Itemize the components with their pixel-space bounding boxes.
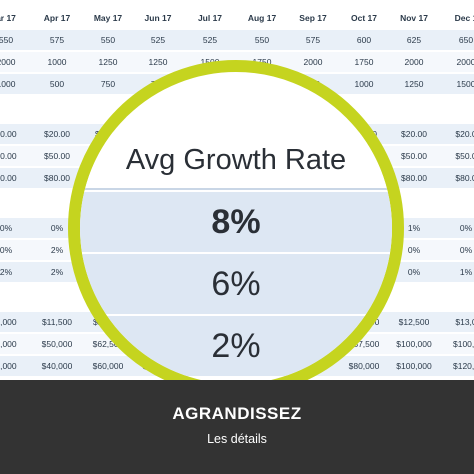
table-cell: 1%: [407, 223, 421, 233]
table-cell: 1000: [0, 79, 16, 89]
month-header: Apr 17: [43, 13, 71, 23]
table-cell: $40,000: [41, 361, 73, 371]
table-cell: 50.00: [0, 151, 17, 161]
month-header: Oct 17: [351, 13, 377, 23]
table-cell: $80.00: [401, 173, 427, 183]
table-cell: 1750: [354, 57, 374, 67]
table-cell: 575: [305, 35, 321, 45]
table-cell: 750: [100, 79, 116, 89]
table-cell: $50.0: [455, 151, 474, 161]
table-cell: 0,000: [0, 339, 17, 349]
table-cell: 650: [458, 35, 474, 45]
lens-growth-value: 2%: [80, 314, 392, 376]
table-cell: 600: [356, 35, 372, 45]
table-cell: $50.00: [401, 151, 427, 161]
table-cell: $80.0: [455, 173, 474, 183]
table-cell: 0%: [407, 245, 421, 255]
table-cell: 2%: [50, 245, 64, 255]
table-cell: $13,0: [455, 317, 474, 327]
table-cell: $100,000: [396, 361, 432, 371]
table-cell: 525: [150, 35, 166, 45]
month-header: Jul 17: [197, 13, 223, 23]
table-cell: $50.00: [44, 151, 70, 161]
caption-title: AGRANDISSEZ: [172, 404, 302, 423]
table-cell: 625: [406, 35, 422, 45]
table-cell: 1000: [47, 57, 67, 67]
table-cell: 1250: [148, 57, 168, 67]
month-header: Aug 17: [247, 13, 277, 23]
table-cell: 80.00: [0, 173, 17, 183]
month-header: Jun 17: [144, 13, 172, 23]
table-cell: 0%: [0, 245, 13, 255]
magnifier-lens: Avg Growth Rate 8% 6% 2%: [68, 60, 404, 380]
table-cell: $12,500: [398, 317, 430, 327]
lens-divider: [80, 188, 392, 190]
month-header: Dec 1: [454, 13, 474, 23]
table-cell: 2000: [456, 57, 474, 67]
table-cell: $80.00: [44, 173, 70, 183]
table-cell: 0%: [407, 267, 421, 277]
table-cell: 0%: [50, 223, 64, 233]
table-cell: $100,000: [396, 339, 432, 349]
spreadsheet-view: ar 17 Apr 17 May 17 Jun 17 Jul 17 Aug 17 Sep 1…: [0, 13, 474, 380]
caption-subtitle: Les détails: [207, 432, 267, 446]
table-cell: $11,500: [41, 317, 73, 327]
table-cell: 0%: [0, 223, 13, 233]
month-header: May 17: [93, 13, 123, 23]
table-cell: 1250: [404, 79, 424, 89]
table-cell: 0%: [459, 245, 473, 255]
table-cell: 0%: [459, 223, 473, 233]
table-cell: 1,000: [0, 317, 17, 327]
table-cell: 550: [0, 35, 14, 45]
table-cell: 500: [49, 79, 65, 89]
table-cell: 0,000: [0, 361, 17, 371]
lens-growth-value: 6%: [80, 252, 392, 314]
table-cell: 2000: [303, 57, 323, 67]
table-cell: 575: [49, 35, 65, 45]
lens-column-header: Avg Growth Rate: [80, 132, 392, 188]
table-cell: 1%: [459, 267, 473, 277]
table-cell: $120,0: [453, 361, 474, 371]
table-cell: 2%: [50, 267, 64, 277]
table-cell: 550: [254, 35, 270, 45]
table-cell: 525: [202, 35, 218, 45]
table-cell: 2000: [404, 57, 424, 67]
lens-growth-value: 8%: [80, 190, 392, 252]
table-row: [0, 30, 474, 50]
table-cell: 1500: [456, 79, 474, 89]
table-cell: $20.00: [401, 129, 427, 139]
table-cell: $100,0: [453, 339, 474, 349]
table-cell: 1000: [354, 79, 374, 89]
table-cell: $50,000: [41, 339, 73, 349]
table-cell: 1250: [98, 57, 118, 67]
month-header: ar 17: [0, 13, 16, 23]
table-cell: 2000: [0, 57, 16, 67]
month-header: Sep 17: [299, 13, 327, 23]
table-cell: 550: [100, 35, 116, 45]
caption-banner: AGRANDISSEZ Les détails: [0, 380, 474, 474]
table-cell: 2%: [0, 267, 13, 277]
table-cell: 20.00: [0, 129, 17, 139]
table-cell: $20.00: [44, 129, 70, 139]
month-header: Nov 17: [400, 13, 428, 23]
table-cell: $20.0: [455, 129, 474, 139]
